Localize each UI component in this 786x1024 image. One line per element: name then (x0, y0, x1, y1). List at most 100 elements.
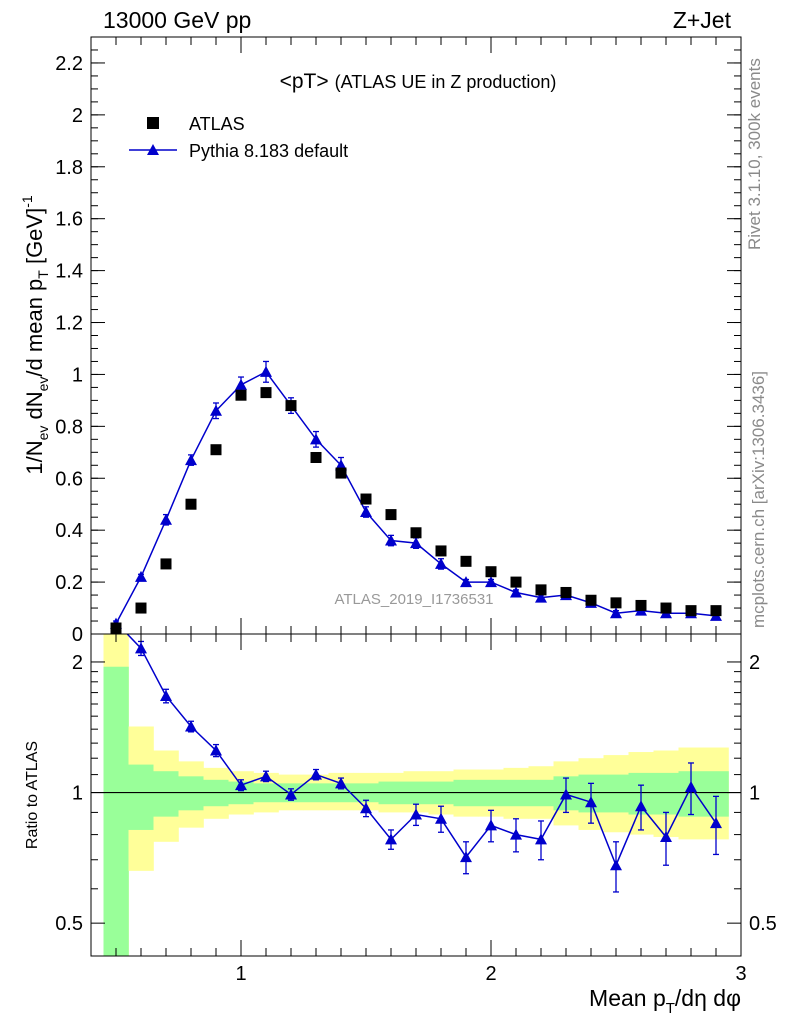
atlas-point (210, 444, 222, 456)
ratio-point (635, 800, 647, 812)
atlas-point (335, 467, 347, 479)
pythia-point (310, 433, 322, 445)
main-y-tick-label: 2 (72, 105, 83, 127)
atlas-point (285, 400, 297, 412)
ratio-point (210, 744, 222, 756)
ratio-y-tick-label: 2 (72, 652, 83, 674)
ratio-point (685, 780, 697, 792)
ratio-x-tick-label: 1 (235, 963, 246, 985)
ratio-band-inner (603, 774, 629, 813)
plot-title-group: <pT> (ATLAS UE in Z production) (280, 70, 557, 93)
ratio-y-tick-label-right: 2 (749, 652, 760, 674)
pythia-point (410, 537, 422, 549)
ratio-point (285, 788, 297, 800)
pythia-point (360, 506, 372, 518)
ratio-point (335, 777, 347, 789)
legend-atlas-label: ATLAS (189, 114, 245, 134)
atlas-point (260, 387, 272, 399)
ratio-point (710, 817, 722, 829)
ratio-x-tick-label: 2 (485, 963, 496, 985)
atlas-point (110, 622, 122, 634)
ratio-point (610, 859, 622, 871)
main-y-tick-label: 0.8 (55, 416, 83, 438)
pythia-point (235, 378, 247, 390)
atlas-point (360, 493, 372, 505)
main-y-tick-label: 1 (72, 364, 83, 386)
ratio-y-axis-label: Ratio to ATLAS (24, 741, 41, 849)
atlas-point (635, 599, 647, 611)
mcplots-label: mcplots.cern.ch [arXiv:1306.3436] (749, 371, 768, 628)
atlas-point (560, 586, 572, 598)
main-y-tick-label: 1.6 (55, 209, 83, 231)
pythia-point (435, 557, 447, 569)
plot-subtitle: (ATLAS UE in Z production) (335, 72, 557, 92)
main-y-tick-label: 1.4 (55, 261, 83, 283)
ratio-band-inner (178, 776, 204, 811)
atlas-point (185, 498, 197, 510)
ratio-y-tick-label-right: 0.5 (749, 913, 777, 935)
pythia-point (610, 607, 622, 619)
ratio-point (185, 720, 197, 732)
ratio-band-inner (653, 772, 679, 815)
ratio-point (410, 808, 422, 820)
atlas-point (660, 602, 672, 614)
ratio-point (385, 833, 397, 845)
ratio-panel: 0.5 0.5 1 1 2 2 1 2 3 Ratio to ATLAS Mean pT/dη… (24, 633, 777, 1017)
atlas-point (685, 605, 697, 617)
ratio-y-axis: 0.5 0.5 1 1 2 2 (55, 652, 777, 935)
ratio-band-inner (153, 771, 179, 817)
ratio-point (260, 770, 272, 782)
rivet-label: Rivet 3.1.10, 300k events (745, 58, 764, 250)
ratio-y-tick-label: 0.5 (55, 913, 83, 935)
pythia-line (115, 370, 717, 624)
main-y-axis: 0 0.2 0.4 0.6 0.8 1 1.2 1.4 1.6 1.8 2 2.2 (55, 36, 741, 646)
ratio-point (535, 833, 547, 845)
atlas-point (610, 597, 622, 609)
atlas-point (585, 594, 597, 606)
atlas-point (435, 545, 447, 557)
pythia-point (385, 534, 397, 546)
legend-atlas-marker (147, 117, 159, 129)
ratio-point (585, 796, 597, 808)
main-y-tick-label: 0 (72, 624, 83, 646)
pythia-point (535, 591, 547, 603)
atlas-point (485, 566, 497, 578)
ratio-bands (103, 634, 729, 956)
atlas-point (460, 555, 472, 567)
header-right: Z+Jet (673, 7, 732, 33)
main-y-tick-label: 1.2 (55, 313, 83, 335)
ratio-band-inner (128, 764, 154, 830)
atlas-point (385, 509, 397, 521)
ratio-point (160, 689, 172, 701)
pythia-point (260, 365, 272, 377)
legend: ATLAS Pythia 8.183 default (129, 114, 348, 161)
atlas-point (235, 389, 247, 401)
pythia-point (485, 576, 497, 588)
pythia-point (510, 586, 522, 598)
ratio-band-inner (103, 666, 129, 956)
ratio-y-tick-label-right: 1 (749, 783, 760, 805)
pythia-point (160, 513, 172, 525)
ratio-x-tick-label: 3 (735, 963, 746, 985)
atlas-point (535, 584, 547, 596)
x-axis-label: Mean pT/dη dφ (589, 985, 741, 1017)
legend-pythia-marker (147, 144, 159, 155)
ratio-x-axis: 1 2 3 (115, 634, 747, 985)
main-y-tick-label: 0.6 (55, 468, 83, 490)
main-data-marks (110, 360, 722, 634)
atlas-point (710, 605, 722, 617)
pythia-point (185, 454, 197, 466)
ratio-y-tick-label: 1 (72, 783, 83, 805)
atlas-point (510, 576, 522, 588)
ratio-point (135, 642, 147, 654)
ratio-point (235, 779, 247, 791)
ratio-point (310, 768, 322, 780)
pythia-point (335, 459, 347, 471)
header-left: 13000 GeV pp (103, 7, 251, 33)
atlas-point (160, 558, 172, 570)
ratio-point (435, 812, 447, 824)
pythia-point (460, 576, 472, 588)
ratio-data-marks (126, 633, 722, 893)
atlas-point (310, 451, 322, 463)
